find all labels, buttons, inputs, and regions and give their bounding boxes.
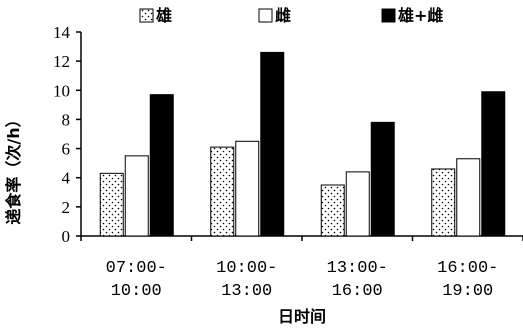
y-tick-label: 8 — [62, 110, 71, 129]
y-tick-label: 10 — [53, 81, 70, 100]
bar — [345, 171, 370, 237]
bar — [99, 172, 124, 237]
legend-label: 雌 — [275, 6, 291, 25]
x-tick-label: 10:00 — [111, 282, 162, 301]
bar — [260, 51, 285, 237]
y-tick-label: 4 — [62, 169, 71, 188]
x-tick-label: 10:00- — [216, 259, 277, 278]
x-tick-label: 16:00- — [437, 259, 498, 278]
bar — [124, 155, 149, 237]
legend-item: 雄+雌 — [381, 6, 443, 25]
bar — [210, 146, 235, 237]
bar — [370, 121, 395, 237]
legend-label: 雄+雌 — [397, 6, 443, 25]
y-axis: 0 2 4 6 8 10 12 14 — [53, 23, 82, 246]
bars — [99, 51, 506, 237]
bar — [235, 140, 260, 237]
y-tick-label: 12 — [53, 52, 70, 71]
y-axis-label: 递食率（次/h） — [4, 111, 23, 224]
bar — [320, 184, 345, 237]
bar — [431, 168, 456, 237]
x-axis-label: 日时间 — [278, 307, 326, 326]
x-tick-label: 19:00 — [442, 282, 493, 301]
y-tick-label: 2 — [62, 198, 71, 217]
x-tick-label: 07:00- — [106, 259, 167, 278]
y-tick-label: 0 — [62, 227, 71, 246]
legend-item: 雌 — [258, 6, 291, 25]
y-tick-label: 14 — [53, 23, 71, 42]
legend-swatch — [139, 8, 154, 23]
legend-swatch — [381, 8, 396, 23]
legend-label: 雄 — [155, 6, 172, 25]
x-tick-label: 16:00 — [332, 282, 383, 301]
legend: 雄 雌 雄+雌 — [139, 6, 443, 25]
x-axis: 07:00- 10:00 10:00- 13:00 13:00- 16:00 16:00- 1… — [80, 235, 523, 301]
bar — [481, 91, 506, 237]
x-tick-label: 13:00 — [221, 282, 272, 301]
bar — [149, 94, 174, 237]
legend-item: 雄 — [139, 6, 172, 25]
legend-swatch — [258, 8, 273, 23]
x-tick-label: 13:00- — [327, 259, 388, 278]
bar — [456, 158, 481, 237]
y-tick-label: 6 — [62, 140, 71, 159]
